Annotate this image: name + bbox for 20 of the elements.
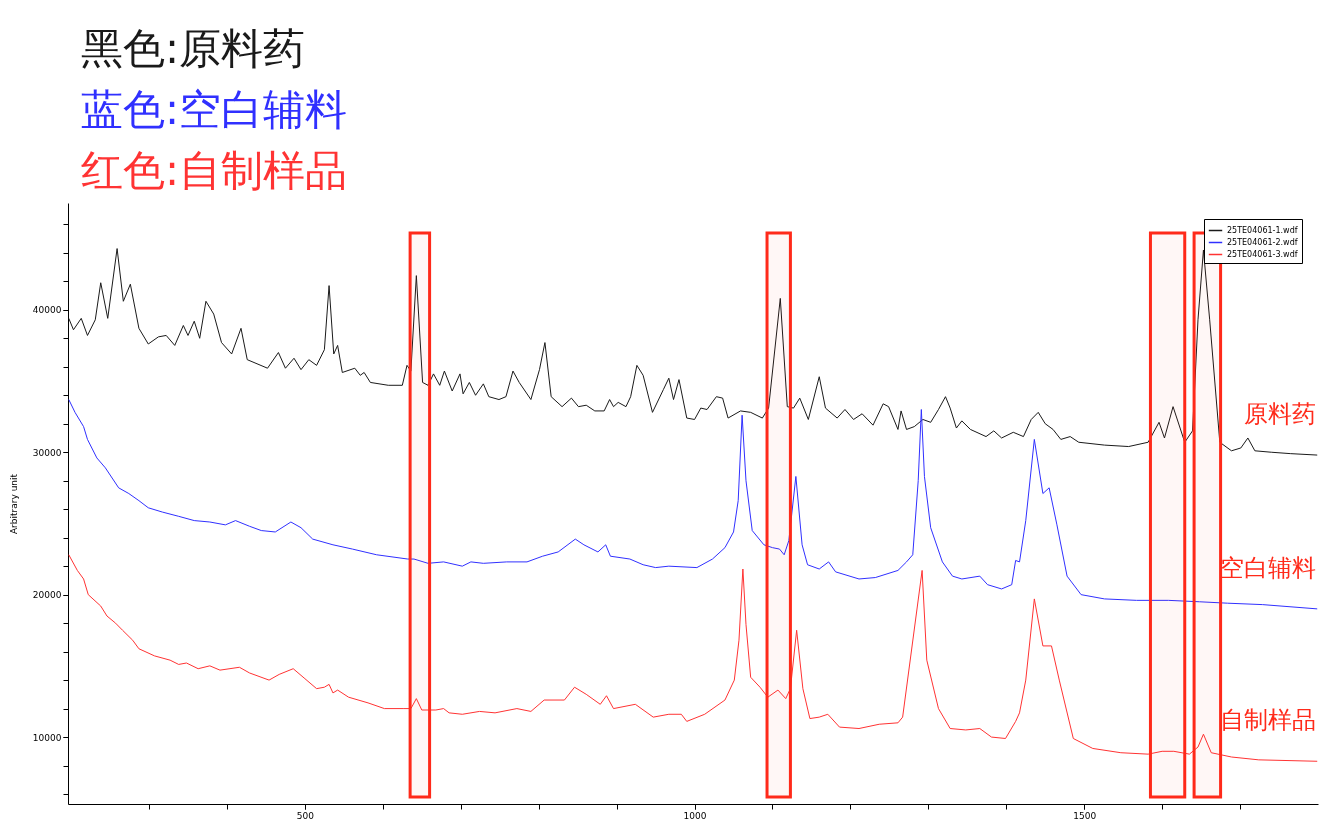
legend-label: 25TE04061-1.wdf <box>1227 225 1298 235</box>
line-series <box>68 554 1318 762</box>
text: 红色:自制样品 <box>81 146 348 195</box>
text: 蓝色:空白辅料 <box>81 85 348 134</box>
line-series <box>68 248 1318 456</box>
line-series <box>68 399 1318 610</box>
y-tick-label: 20000 <box>32 590 62 601</box>
annotation: 空白辅料 <box>1220 553 1316 582</box>
y-tick-label: 40000 <box>32 305 62 316</box>
x-tick-label: 1000 <box>683 810 707 821</box>
annotation: 原料药 <box>1244 400 1316 429</box>
y-tick-label: 10000 <box>32 732 62 743</box>
text: 黑色:原料药 <box>81 24 306 73</box>
x-tick-label: 1500 <box>1073 810 1097 821</box>
legend-label: 25TE04061-3.wdf <box>1227 249 1298 259</box>
annotation: 自制样品 <box>1220 706 1316 735</box>
x-tick-label: 500 <box>296 810 315 821</box>
y-tick-label: 30000 <box>32 447 62 458</box>
y-axis-title: Arbitrary unit <box>8 473 19 535</box>
legend-label: 25TE04061-2.wdf <box>1227 237 1298 247</box>
